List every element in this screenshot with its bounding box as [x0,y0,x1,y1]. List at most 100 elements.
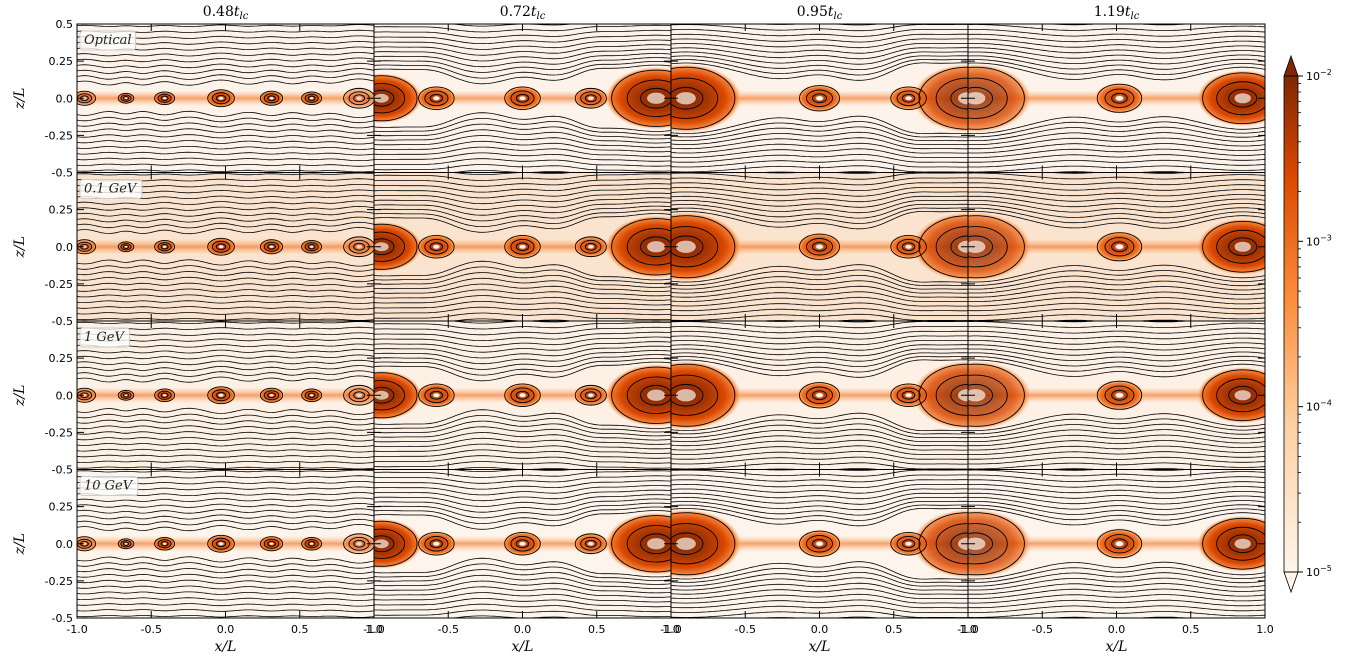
plasmoid-contour [515,93,530,103]
field-line [968,291,1265,302]
field-line [374,52,671,68]
plasmoid-contour [263,241,280,252]
plasmoid-contour [890,532,927,556]
plasmoid-contour [424,535,449,552]
plasmoid [1197,70,1265,127]
plasmoid [77,535,98,552]
field-line [77,122,374,129]
field-line [77,226,374,235]
plasmoid-contour [215,243,227,251]
field-line [968,344,1265,356]
panel-r0-c1 [374,24,671,173]
plasmoid-contour [1104,88,1135,108]
field-line [374,409,671,429]
field-line [968,488,1265,499]
plasmoid-contour [671,532,704,556]
field-line [374,209,671,227]
field-line [671,296,968,307]
panel-r3-c2 [671,469,968,618]
plasmoid-contour [901,390,916,400]
field-line [77,157,374,161]
field-line [671,599,968,609]
y-tick-label: 0.5 [56,18,74,31]
field-line [968,38,1265,48]
field-line [671,148,968,159]
plasmoid [205,534,237,554]
column-title-0: 0.48tlc [203,4,249,22]
plasmoid-contour [301,91,323,106]
field-line [671,58,968,76]
plasmoid [300,239,323,254]
field-line [374,152,671,162]
field-line [374,57,671,73]
row-label-box [79,327,130,348]
row-label-box [79,30,137,51]
plasmoid [968,360,1031,430]
plasmoid-contour [1111,92,1128,104]
field-line [671,308,968,316]
field-line [671,186,968,197]
colorbar-frame [1283,75,1299,573]
field-line [968,497,1265,510]
plasmoid-contour [968,86,994,110]
x-tick-label: 0.5 [1182,623,1200,636]
plasmoid-contour [418,86,455,110]
field-line [671,483,968,494]
field-line [671,352,968,367]
plasmoid-contour [950,235,968,259]
plasmoid-contour [611,218,671,276]
column-title-3: 1.19tlc [1094,4,1140,22]
plasmoid-contour [353,94,366,103]
plasmoid-contour [353,391,366,400]
field-line [968,423,1265,438]
plasmoid-contour [968,215,1025,279]
y-tick-label: -0.5 [52,464,73,477]
plasmoid-contour [374,528,406,559]
x-tick-label: -1.0 [660,623,681,636]
plasmoid-contour [574,533,607,555]
plasmoid-core [374,242,389,252]
field-line [77,437,374,442]
plasmoid-contour [799,85,840,112]
plasmoid-contour [1216,526,1265,561]
plasmoid-contour [353,242,366,251]
plasmoid-contour [504,235,541,259]
plasmoid-contour [211,92,231,105]
field-line [374,44,671,56]
plasmoid-contour [374,89,395,107]
plasmoid-contour [157,242,172,252]
field-line [77,140,374,145]
field-line [671,418,968,435]
field-line [671,348,968,362]
plasmoid-contour [574,87,607,109]
y-axis-label: z/L [12,88,28,110]
plasmoid [153,91,176,106]
field-line [374,345,671,359]
field-line [968,59,1265,75]
field-line [968,33,1265,43]
plasmoid-contour [259,387,284,403]
field-line [671,500,968,516]
x-tick-label: 1.0 [959,623,977,636]
plasmoid-contour [968,523,1008,565]
y-tick-label: -0.25 [45,129,73,142]
x-tick-label: 1.0 [365,623,383,636]
field-line [77,413,374,421]
plasmoid-contour [207,89,235,108]
field-line [671,445,968,456]
plasmoid-core [968,92,986,105]
field-line [77,282,374,288]
field-line [968,335,1265,345]
plasmoid [300,536,323,551]
plasmoid-contour [671,86,704,110]
field-line [968,43,1265,54]
field-line [77,407,374,416]
field-line [77,270,374,277]
field-line [374,48,671,62]
plasmoid [77,238,98,255]
plasmoid-contour [343,533,374,555]
plasmoid-contour [799,233,840,260]
plasmoid-contour [626,524,671,563]
x-tick-label: 0.0 [811,623,829,636]
field-line [968,474,1265,483]
